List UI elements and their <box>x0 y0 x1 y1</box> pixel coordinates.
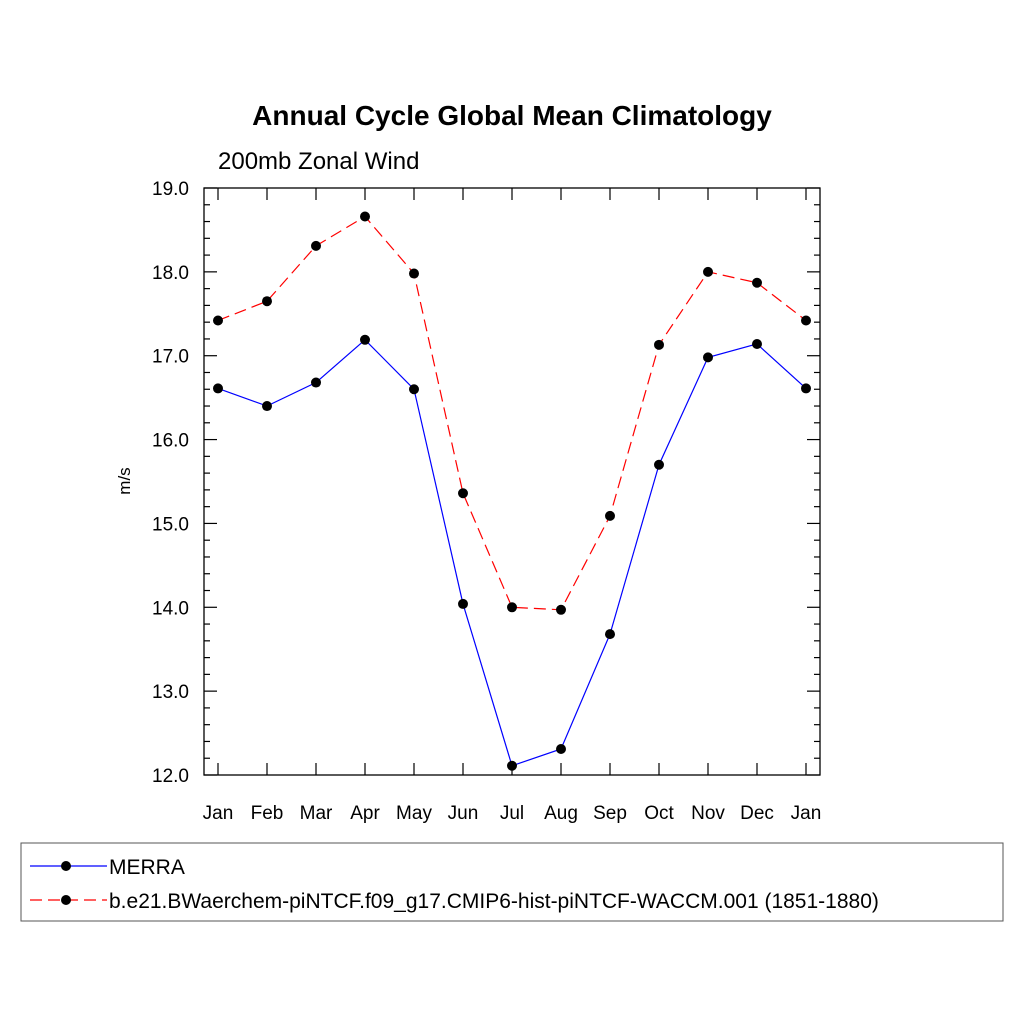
x-tick-label: Jan <box>203 803 234 824</box>
x-tick-label: Jul <box>500 803 524 824</box>
y-axis-label: m/s <box>115 467 134 494</box>
data-point <box>752 338 762 349</box>
plot-area: Jan Feb Mar Apr May Jun Jul Aug Sep Oct Nov Dec Jan 1… <box>152 179 821 824</box>
data-point <box>458 598 468 609</box>
data-point <box>360 211 370 222</box>
data-point <box>703 352 713 363</box>
data-point <box>556 744 566 755</box>
chart-subtitle: 200mb Zonal Wind <box>218 148 419 175</box>
y-tick-label: 14.0 <box>152 598 189 619</box>
data-point <box>703 266 713 277</box>
x-tick-label: Jun <box>448 803 479 824</box>
data-point <box>654 339 664 350</box>
y-tick-label: 17.0 <box>152 347 189 368</box>
x-tick-label: Oct <box>644 803 674 824</box>
y-tick-label: 12.0 <box>152 766 189 787</box>
data-point <box>458 488 468 499</box>
legend-swatch-marker <box>61 895 71 905</box>
x-tick-label: Mar <box>300 803 333 824</box>
x-tick-label: Aug <box>544 803 578 824</box>
x-tick-label: Apr <box>350 803 380 824</box>
data-point <box>409 268 419 279</box>
chart-title: Annual Cycle Global Mean Climatology <box>252 100 772 131</box>
data-point <box>262 296 272 307</box>
x-tick-label: Nov <box>691 803 725 824</box>
data-point <box>801 383 811 394</box>
series-line <box>217 215 807 611</box>
data-point <box>605 510 615 521</box>
data-point <box>654 459 664 470</box>
series-line <box>217 338 807 767</box>
legend-label: MERRA <box>109 856 185 879</box>
legend-box <box>20 842 1004 922</box>
x-tick-label: Jan <box>791 803 822 824</box>
y-tick-label: 18.0 <box>152 263 189 284</box>
data-point <box>507 602 517 613</box>
data-point <box>556 604 566 615</box>
x-tick-label: May <box>396 803 432 824</box>
y-tick-label: 19.0 <box>152 179 189 200</box>
legend: MERRA b.e21.BWaerchem-piNTCF.f09_g17.CMIP… <box>20 842 1004 922</box>
y-tick-label: 15.0 <box>152 514 189 535</box>
x-tick-label: Dec <box>740 803 774 824</box>
legend-swatch-marker <box>61 861 71 871</box>
data-point <box>262 401 272 412</box>
data-point <box>360 334 370 345</box>
data-point <box>605 629 615 640</box>
legend-label: b.e21.BWaerchem-piNTCF.f09_g17.CMIP6-his… <box>109 890 879 913</box>
data-point <box>311 377 321 388</box>
data-point <box>409 384 419 395</box>
series-layer <box>213 211 811 771</box>
data-point <box>213 383 223 394</box>
x-tick-label: Feb <box>251 803 284 824</box>
x-tick-label: Sep <box>593 803 627 824</box>
data-point <box>213 315 223 326</box>
data-point <box>801 315 811 326</box>
y-tick-label: 13.0 <box>152 682 189 703</box>
y-tick-label: 16.0 <box>152 431 189 452</box>
data-point <box>752 277 762 288</box>
data-point <box>311 240 321 251</box>
data-point <box>507 760 517 771</box>
